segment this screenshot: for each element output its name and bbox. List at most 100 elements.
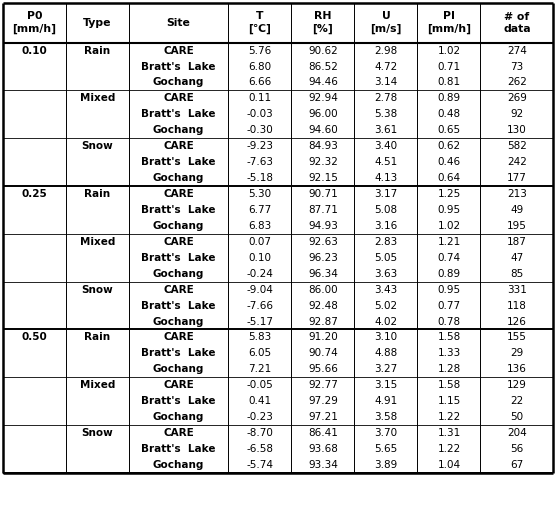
Text: 118: 118 (507, 301, 527, 310)
Text: 0.07: 0.07 (249, 237, 271, 247)
Text: 3.43: 3.43 (374, 285, 398, 295)
Text: 94.46: 94.46 (308, 78, 338, 87)
Text: 56: 56 (510, 444, 523, 454)
Text: 0.62: 0.62 (438, 141, 460, 151)
Text: 86.00: 86.00 (308, 285, 337, 295)
Text: 5.30: 5.30 (249, 189, 271, 199)
Text: -8.70: -8.70 (246, 428, 274, 438)
Text: -0.23: -0.23 (246, 412, 274, 422)
Text: Bratt's  Lake: Bratt's Lake (141, 109, 216, 119)
Text: 5.65: 5.65 (374, 444, 398, 454)
Text: 269: 269 (507, 94, 527, 103)
Text: 90.62: 90.62 (308, 46, 338, 56)
Text: Bratt's  Lake: Bratt's Lake (141, 62, 216, 71)
Text: 0.10: 0.10 (21, 46, 47, 56)
Text: 0.65: 0.65 (438, 125, 460, 135)
Text: 5.76: 5.76 (249, 46, 271, 56)
Text: 3.40: 3.40 (374, 141, 398, 151)
Text: 177: 177 (507, 173, 527, 183)
Text: 93.68: 93.68 (308, 444, 338, 454)
Text: 95.66: 95.66 (308, 364, 338, 374)
Text: 96.00: 96.00 (308, 109, 337, 119)
Text: 0.25: 0.25 (21, 189, 47, 199)
Text: 136: 136 (507, 364, 527, 374)
Text: 94.93: 94.93 (308, 221, 338, 231)
Text: 96.23: 96.23 (308, 253, 338, 263)
Text: 29: 29 (510, 348, 523, 358)
Text: -5.74: -5.74 (246, 460, 274, 470)
Text: 73: 73 (510, 62, 523, 71)
Text: 92.87: 92.87 (308, 317, 338, 326)
Text: CARE: CARE (163, 333, 194, 342)
Text: -9.23: -9.23 (246, 141, 274, 151)
Text: Bratt's  Lake: Bratt's Lake (141, 444, 216, 454)
Text: PI
[mm/h]: PI [mm/h] (427, 11, 471, 34)
Text: 1.22: 1.22 (438, 444, 460, 454)
Text: CARE: CARE (163, 380, 194, 390)
Text: 3.70: 3.70 (374, 428, 398, 438)
Text: 6.05: 6.05 (249, 348, 271, 358)
Text: 130: 130 (507, 125, 527, 135)
Text: 4.13: 4.13 (374, 173, 398, 183)
Text: CARE: CARE (163, 189, 194, 199)
Text: 1.31: 1.31 (438, 428, 460, 438)
Text: 262: 262 (507, 78, 527, 87)
Text: 1.02: 1.02 (438, 221, 460, 231)
Text: Mixed: Mixed (80, 94, 115, 103)
Text: Bratt's  Lake: Bratt's Lake (141, 348, 216, 358)
Text: 92.94: 92.94 (308, 94, 338, 103)
Text: 0.10: 0.10 (249, 253, 271, 263)
Text: 0.50: 0.50 (21, 333, 47, 342)
Text: RH
[%]: RH [%] (312, 11, 334, 34)
Text: -0.03: -0.03 (246, 109, 274, 119)
Text: 204: 204 (507, 428, 527, 438)
Text: 92.32: 92.32 (308, 157, 338, 167)
Text: 5.38: 5.38 (374, 109, 398, 119)
Text: 3.14: 3.14 (374, 78, 398, 87)
Text: 1.21: 1.21 (438, 237, 460, 247)
Text: Bratt's  Lake: Bratt's Lake (141, 205, 216, 215)
Text: 97.21: 97.21 (308, 412, 338, 422)
Text: 4.51: 4.51 (374, 157, 398, 167)
Text: 582: 582 (507, 141, 527, 151)
Text: Gochang: Gochang (153, 412, 204, 422)
Text: 1.15: 1.15 (438, 396, 460, 406)
Text: -6.58: -6.58 (246, 444, 274, 454)
Text: 3.15: 3.15 (374, 380, 398, 390)
Text: 1.58: 1.58 (438, 333, 460, 342)
Text: -0.24: -0.24 (246, 269, 274, 279)
Text: 3.58: 3.58 (374, 412, 398, 422)
Text: CARE: CARE (163, 237, 194, 247)
Text: Rain: Rain (84, 46, 110, 56)
Text: 0.71: 0.71 (438, 62, 460, 71)
Text: 1.28: 1.28 (438, 364, 460, 374)
Text: 1.25: 1.25 (438, 189, 460, 199)
Text: 86.41: 86.41 (308, 428, 338, 438)
Text: 22: 22 (510, 396, 523, 406)
Text: Bratt's  Lake: Bratt's Lake (141, 157, 216, 167)
Text: Gochang: Gochang (153, 364, 204, 374)
Text: 92.63: 92.63 (308, 237, 338, 247)
Text: Type: Type (83, 17, 112, 28)
Text: 0.48: 0.48 (438, 109, 460, 119)
Text: Gochang: Gochang (153, 269, 204, 279)
Text: 4.02: 4.02 (374, 317, 398, 326)
Text: 91.20: 91.20 (308, 333, 338, 342)
Text: P0
[mm/h]: P0 [mm/h] (12, 11, 56, 34)
Text: 84.93: 84.93 (308, 141, 338, 151)
Text: Bratt's  Lake: Bratt's Lake (141, 301, 216, 310)
Text: 50: 50 (510, 412, 523, 422)
Text: -0.30: -0.30 (246, 125, 274, 135)
Text: 6.80: 6.80 (249, 62, 271, 71)
Text: 195: 195 (507, 221, 527, 231)
Text: 0.11: 0.11 (249, 94, 271, 103)
Text: U
[m/s]: U [m/s] (370, 11, 401, 34)
Text: Snow: Snow (81, 285, 113, 295)
Text: 0.81: 0.81 (438, 78, 460, 87)
Text: 87.71: 87.71 (308, 205, 338, 215)
Text: 155: 155 (507, 333, 527, 342)
Text: CARE: CARE (163, 285, 194, 295)
Text: -0.05: -0.05 (246, 380, 274, 390)
Text: 0.41: 0.41 (249, 396, 271, 406)
Text: 92.77: 92.77 (308, 380, 338, 390)
